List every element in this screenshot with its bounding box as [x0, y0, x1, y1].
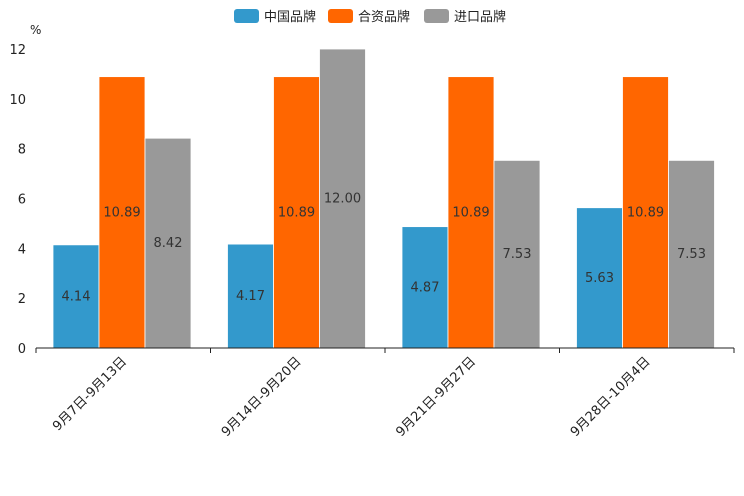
legend-swatch [328, 9, 353, 23]
bar [401, 226, 449, 349]
x-category-label: 9月28日-10月4日 [568, 354, 654, 440]
y-axis-unit-label: % [30, 23, 41, 37]
y-tick-label: 2 [18, 292, 26, 307]
x-category-label: 9月14日-9月20日 [219, 354, 305, 440]
legend-label: 进口品牌 [454, 9, 506, 25]
bar-value-label: 7.53 [503, 247, 532, 262]
bar-value-label: 5.63 [585, 271, 614, 286]
bar [622, 76, 669, 349]
bar [98, 76, 146, 349]
bar [273, 76, 320, 349]
legend-swatch [424, 9, 449, 23]
bar [52, 244, 100, 349]
y-tick-label: 12 [9, 43, 26, 58]
y-tick-label: 0 [18, 342, 26, 357]
bar-value-label: 10.89 [278, 205, 315, 220]
bar [227, 243, 274, 349]
bar [576, 207, 623, 349]
bar-value-label: 10.89 [103, 205, 140, 220]
bar-value-label: 4.87 [411, 280, 440, 295]
legend-label: 合资品牌 [358, 9, 410, 25]
bar-value-label: 4.14 [62, 289, 91, 304]
x-category-label: 9月21日-9月27日 [393, 354, 479, 440]
y-tick-label: 8 [18, 143, 26, 158]
x-category-label: 9月7日-9月13日 [50, 354, 130, 434]
bar-value-label: 8.42 [154, 236, 183, 251]
y-axis: 0 2 4 6 8 10 12 [9, 43, 26, 357]
bar-value-label: 4.17 [236, 289, 265, 304]
bar-value-label: 12.00 [324, 192, 361, 207]
bar [493, 159, 541, 349]
bar [319, 48, 366, 349]
bars-area: 4.14 4.17 4.87 5.63 10.89 10.89 10.89 10.89 8.42… [52, 48, 715, 349]
y-tick-label: 6 [18, 193, 26, 208]
y-tick-label: 10 [9, 93, 26, 108]
bar-value-label: 10.89 [627, 205, 664, 220]
y-tick-label: 4 [18, 242, 26, 257]
chart-legend: 中国品牌 合资品牌 进口品牌 [234, 9, 506, 25]
bar-value-label: 10.89 [452, 205, 489, 220]
x-axis: 9月7日-9月13日 9月14日-9月20日 9月21日-9月27日 9月28日-10… [35, 347, 735, 440]
legend-label: 中国品牌 [264, 9, 316, 25]
legend-swatch [234, 9, 259, 23]
bar [668, 159, 715, 349]
bar-value-label: 7.53 [677, 247, 706, 262]
